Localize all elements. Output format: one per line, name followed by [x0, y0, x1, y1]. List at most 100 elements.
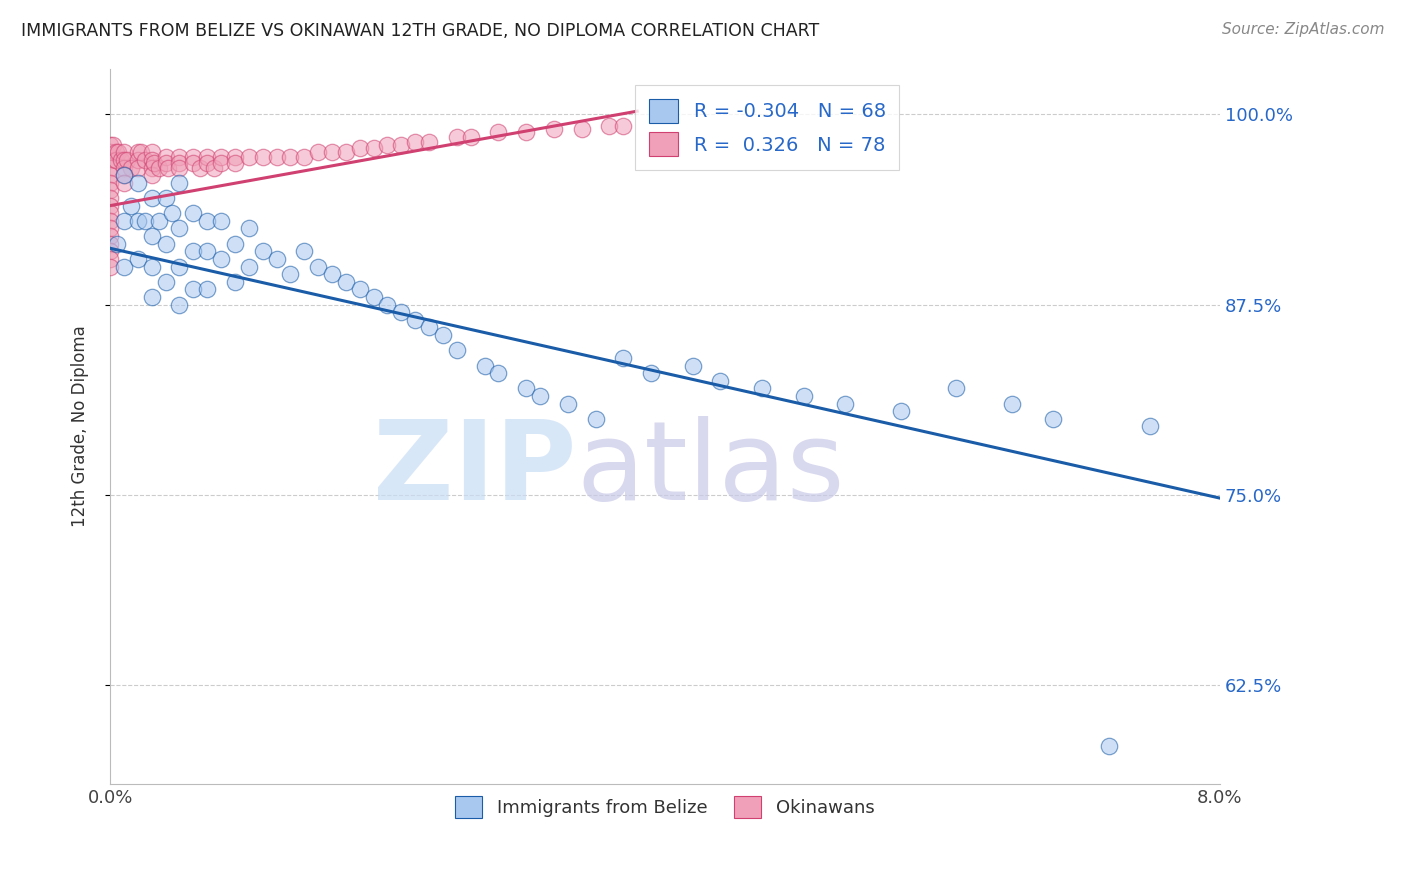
Point: [162, 206, 184, 220]
Point: [120, 199, 142, 213]
Point: [112, 168, 135, 182]
Point: [377, 297, 399, 311]
Point: [612, 351, 634, 365]
Text: IMMIGRANTS FROM BELIZE VS OKINAWAN 12TH GRADE, NO DIPLOMA CORRELATION CHART: IMMIGRANTS FROM BELIZE VS OKINAWAN 12TH …: [21, 22, 820, 40]
Point: [127, 153, 149, 167]
Point: [195, 214, 218, 228]
Point: [321, 145, 343, 160]
Point: [98, 236, 121, 251]
Point: [266, 150, 288, 164]
Point: [1098, 739, 1121, 754]
Point: [195, 156, 218, 170]
Point: [404, 313, 426, 327]
Point: [890, 404, 912, 418]
Point: [141, 260, 163, 274]
Point: [515, 126, 537, 140]
Point: [292, 150, 315, 164]
Point: [585, 412, 607, 426]
Point: [155, 236, 177, 251]
Point: [169, 161, 191, 175]
Point: [612, 120, 634, 134]
Point: [418, 320, 440, 334]
Point: [252, 244, 274, 259]
Point: [945, 381, 967, 395]
Point: [1001, 396, 1024, 410]
Text: atlas: atlas: [576, 416, 845, 523]
Point: [98, 176, 121, 190]
Point: [120, 161, 142, 175]
Point: [202, 161, 225, 175]
Point: [209, 150, 232, 164]
Point: [446, 343, 468, 358]
Point: [195, 244, 218, 259]
Point: [98, 214, 121, 228]
Point: [98, 137, 121, 152]
Point: [280, 267, 302, 281]
Point: [682, 359, 704, 373]
Point: [112, 153, 135, 167]
Point: [418, 135, 440, 149]
Point: [141, 145, 163, 160]
Point: [98, 168, 121, 182]
Point: [266, 252, 288, 266]
Point: [488, 366, 510, 380]
Point: [488, 126, 510, 140]
Point: [195, 150, 218, 164]
Point: [155, 156, 177, 170]
Point: [155, 191, 177, 205]
Point: [307, 260, 329, 274]
Point: [834, 396, 856, 410]
Point: [127, 252, 149, 266]
Point: [98, 260, 121, 274]
Point: [224, 156, 246, 170]
Point: [321, 267, 343, 281]
Point: [709, 374, 731, 388]
Point: [127, 145, 149, 160]
Point: [127, 176, 149, 190]
Point: [432, 328, 454, 343]
Point: [141, 191, 163, 205]
Point: [335, 145, 357, 160]
Point: [557, 396, 579, 410]
Point: [112, 176, 135, 190]
Y-axis label: 12th Grade, No Diploma: 12th Grade, No Diploma: [72, 326, 89, 527]
Point: [105, 236, 128, 251]
Point: [571, 122, 593, 136]
Point: [155, 275, 177, 289]
Point: [134, 214, 156, 228]
Point: [349, 141, 371, 155]
Point: [104, 153, 127, 167]
Point: [460, 130, 482, 145]
Point: [110, 153, 132, 167]
Point: [292, 244, 315, 259]
Point: [115, 153, 138, 167]
Point: [280, 150, 302, 164]
Point: [104, 145, 127, 160]
Text: Source: ZipAtlas.com: Source: ZipAtlas.com: [1222, 22, 1385, 37]
Point: [209, 156, 232, 170]
Point: [143, 156, 166, 170]
Point: [169, 150, 191, 164]
Point: [181, 156, 204, 170]
Point: [169, 156, 191, 170]
Point: [141, 229, 163, 244]
Point: [640, 366, 662, 380]
Point: [335, 275, 357, 289]
Point: [1042, 412, 1064, 426]
Point: [404, 135, 426, 149]
Point: [134, 153, 156, 167]
Text: ZIP: ZIP: [373, 416, 576, 523]
Point: [169, 297, 191, 311]
Point: [389, 137, 412, 152]
Point: [446, 130, 468, 145]
Point: [98, 221, 121, 235]
Point: [141, 153, 163, 167]
Point: [238, 221, 260, 235]
Point: [169, 260, 191, 274]
Point: [107, 145, 129, 160]
Point: [474, 359, 496, 373]
Point: [181, 244, 204, 259]
Point: [252, 150, 274, 164]
Point: [181, 206, 204, 220]
Point: [377, 137, 399, 152]
